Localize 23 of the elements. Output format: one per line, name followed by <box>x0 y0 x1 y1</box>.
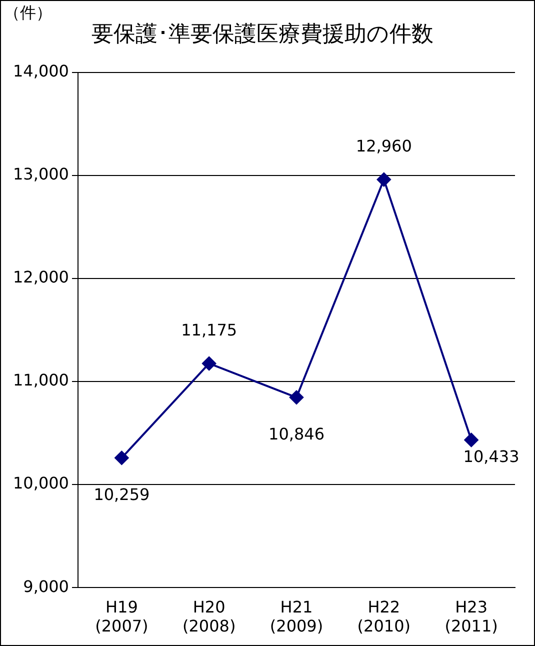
y-tick-label: 11,000 <box>13 370 69 390</box>
chart-title: 要保護･準要保護医療費援助の件数 <box>92 22 434 47</box>
point <box>202 356 216 370</box>
data-label: 10,433 <box>463 447 520 466</box>
data-label: 11,175 <box>181 320 238 340</box>
x-tick-label: H21 (2009) <box>270 597 324 636</box>
y-tick-label: 14,000 <box>13 62 69 81</box>
data-label: 10,259 <box>94 485 150 504</box>
data-label: 12,960 <box>356 136 412 156</box>
x-tick-label: H22 (2010) <box>357 597 410 636</box>
x-tick-label: H19 (2007) <box>95 597 148 636</box>
x-tick-label: H23 (2011) <box>444 597 498 636</box>
y-tick-label: 9,000 <box>23 576 69 596</box>
y-tick-label: 12,000 <box>13 268 69 287</box>
y-tick-label: 13,000 <box>13 164 69 184</box>
x-tick-label: H20 (2008) <box>182 597 236 636</box>
y-axis-title: （件） <box>4 3 52 22</box>
point <box>376 172 391 187</box>
point <box>464 432 478 447</box>
point <box>289 390 304 404</box>
y-tick-label: 10,000 <box>13 474 69 493</box>
data-label: 10,846 <box>268 424 324 444</box>
point <box>114 450 129 465</box>
